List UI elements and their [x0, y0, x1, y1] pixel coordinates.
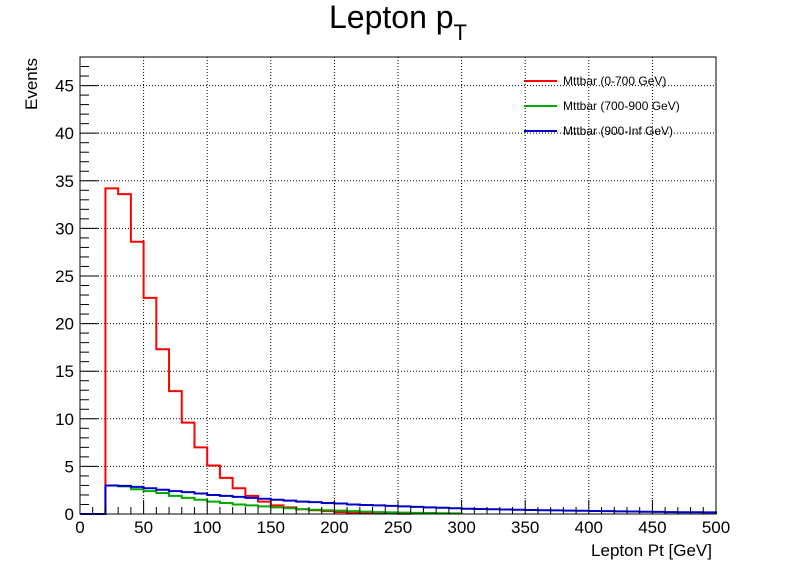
- x-tick-label: 0: [75, 518, 84, 537]
- y-tick-label: 35: [55, 172, 74, 191]
- x-axis-title: Lepton Pt [GeV]: [591, 541, 712, 560]
- x-tick-label: 50: [134, 518, 153, 537]
- legend-label-2: Mttbar (700-900 GeV): [563, 99, 680, 113]
- axis-ticks: [79, 56, 717, 515]
- chart-title: Lepton pT: [329, 0, 467, 45]
- grid-lines: [80, 57, 716, 514]
- y-tick-label: 30: [55, 219, 74, 238]
- x-tick-label: 350: [511, 518, 539, 537]
- legend: Mttbar (0-700 GeV) Mttbar (700-900 GeV) Mt…: [524, 74, 680, 138]
- axis-tick-labels: 0 50 100 150 200 250 300 350 400 450 500 0 5 10 15 20 25…: [55, 77, 730, 537]
- x-tick-label: 250: [384, 518, 412, 537]
- y-tick-label: 45: [55, 77, 74, 96]
- legend-label-3: Mttbar (900-Inf GeV): [563, 124, 673, 138]
- x-tick-label: 300: [447, 518, 475, 537]
- x-tick-label: 450: [638, 518, 666, 537]
- y-tick-label: 20: [55, 315, 74, 334]
- chart-title-main: Lepton p: [329, 0, 454, 35]
- series-line-1: [80, 187, 412, 515]
- x-tick-label: 400: [575, 518, 603, 537]
- y-tick-label: 25: [55, 267, 74, 286]
- chart-title-subscript: T: [454, 20, 467, 45]
- y-tick-label: 40: [55, 124, 74, 143]
- y-tick-label: 15: [55, 362, 74, 381]
- legend-label-1: Mttbar (0-700 GeV): [563, 74, 666, 88]
- y-axis-title: Events: [22, 58, 41, 110]
- x-tick-label: 100: [193, 518, 221, 537]
- y-tick-label: 10: [55, 410, 74, 429]
- x-tick-label: 500: [702, 518, 730, 537]
- y-tick-label: 5: [65, 457, 74, 476]
- y-tick-label: 0: [65, 505, 74, 524]
- x-tick-label: 200: [320, 518, 348, 537]
- x-tick-label: 150: [257, 518, 285, 537]
